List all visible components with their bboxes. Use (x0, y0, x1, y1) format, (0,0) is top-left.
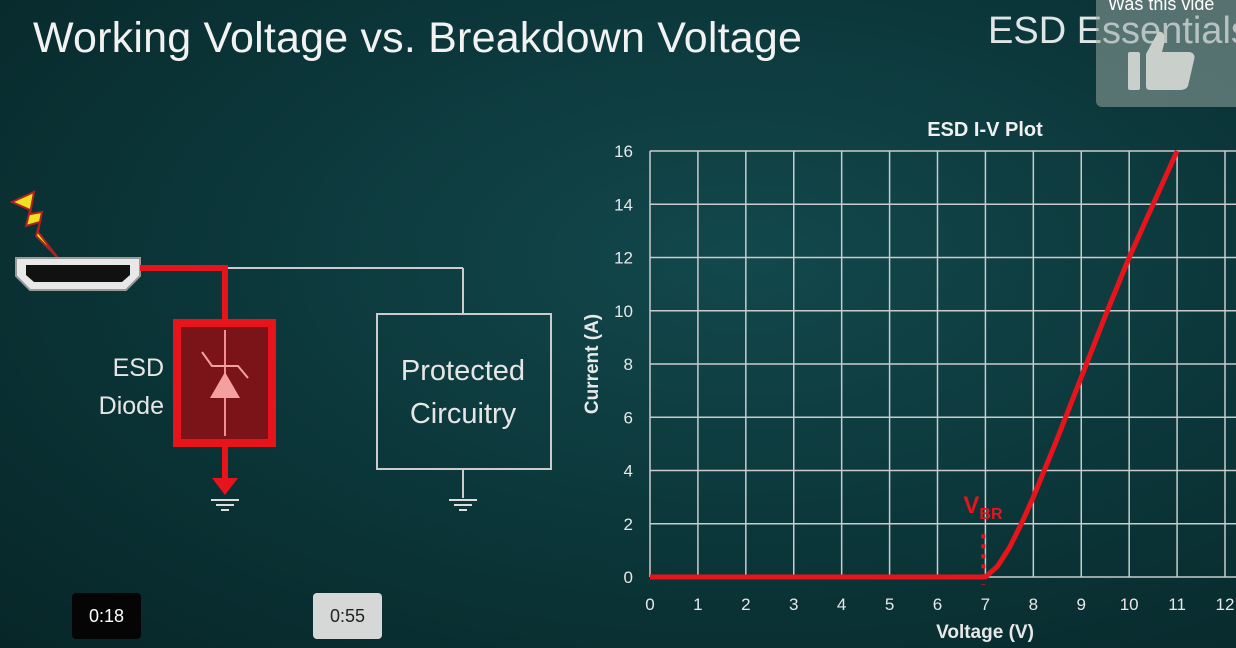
x-tick-label: 5 (885, 595, 894, 614)
x-tick-label: 1 (693, 595, 702, 614)
box-label: Protected (401, 355, 525, 387)
vbr-main: V (963, 492, 979, 519)
hdmi-connector-icon (15, 257, 141, 291)
diode-symbol (210, 372, 240, 398)
x-tick-label: 7 (981, 595, 990, 614)
x-tick-label: 9 (1077, 595, 1086, 614)
feedback-overlay[interactable]: Was this vide (1096, 0, 1236, 107)
y-tick-label: 10 (614, 302, 633, 321)
x-axis-label: Voltage (V) (936, 622, 1034, 643)
y-tick-label: 16 (614, 142, 633, 161)
vbr-sub: BR (979, 506, 1003, 523)
diode-label: ESD (113, 354, 164, 382)
circuit-diagram: ESD Diode Protected Circuitry (9, 190, 552, 511)
y-tick-label: 6 (624, 408, 633, 427)
y-tick-label: 0 (624, 568, 633, 587)
x-tick-label: 3 (789, 595, 798, 614)
y-tick-label: 14 (614, 195, 633, 214)
ground-icon (449, 499, 477, 511)
box-label: Circuitry (410, 398, 517, 430)
ground-icon (211, 499, 239, 511)
y-axis-label: Current (A) (582, 314, 603, 414)
iv-curve (650, 149, 1180, 580)
feedback-question: Was this vide (1108, 0, 1215, 14)
y-tick-label: 2 (624, 515, 633, 534)
diode-label: Diode (99, 392, 164, 420)
x-tick-label: 4 (837, 595, 846, 614)
chart-title: ESD I-V Plot (927, 119, 1043, 141)
current-time-badge: 0:18 (72, 593, 141, 639)
x-tick-label: 12 (1216, 595, 1235, 614)
x-tick-label: 6 (933, 595, 942, 614)
y-tick-label: 8 (624, 355, 633, 374)
x-tick-label: 0 (645, 595, 654, 614)
y-tick-label: 4 (624, 462, 633, 481)
slide-title: Working Voltage vs. Breakdown Voltage (33, 14, 803, 62)
y-tick-label: 12 (614, 249, 633, 268)
hover-time-badge: 0:55 (313, 593, 382, 639)
x-tick-label: 8 (1029, 595, 1038, 614)
x-tick-label: 2 (741, 595, 750, 614)
x-tick-label: 10 (1120, 595, 1139, 614)
vbr-annotation: VBR (963, 492, 1003, 523)
x-tick-label: 11 (1168, 595, 1186, 614)
thumbs-up-icon[interactable] (1128, 30, 1198, 92)
